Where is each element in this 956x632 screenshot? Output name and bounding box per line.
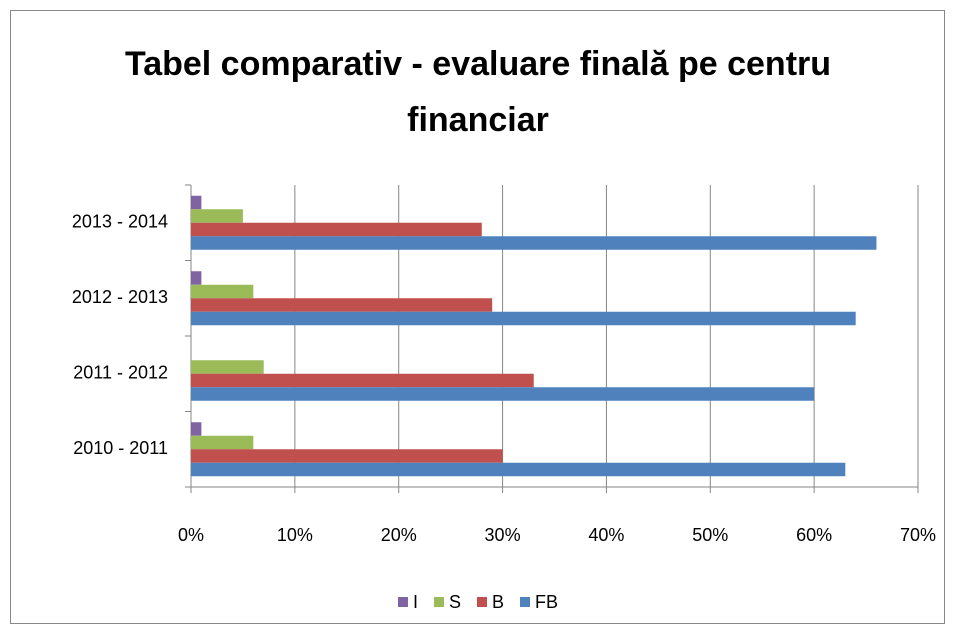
bar (191, 435, 254, 450)
x-tick-label: 20% (381, 525, 417, 545)
legend-swatch (477, 597, 487, 607)
legend-label: FB (535, 592, 558, 612)
bar (191, 209, 243, 223)
x-tick-label: 70% (900, 525, 936, 545)
bar (191, 195, 202, 210)
legend-label: S (449, 592, 461, 612)
legend-swatch (433, 597, 444, 607)
legend-label: I (413, 592, 418, 612)
x-tick-label: 0% (178, 525, 204, 545)
y-tick-label: 2013 - 2014 (72, 212, 168, 232)
bar (191, 387, 815, 401)
bar (191, 462, 846, 477)
x-tick-label: 30% (485, 525, 521, 545)
y-tick-label: 2011 - 2012 (73, 363, 168, 383)
bar (191, 236, 877, 250)
bar (191, 284, 254, 299)
bar (191, 222, 482, 237)
bar (191, 360, 264, 374)
x-tick-label: 40% (588, 525, 624, 545)
legend-swatch (520, 597, 531, 607)
x-tick-label: 50% (692, 525, 728, 545)
bar (191, 422, 202, 436)
bar (191, 311, 856, 326)
x-tick-label: 60% (796, 525, 832, 545)
bar (191, 298, 493, 312)
bar (191, 271, 202, 285)
bar (191, 373, 534, 388)
bar (191, 449, 503, 463)
legend-swatch (397, 597, 408, 607)
y-tick-label: 2012 - 2013 (72, 287, 168, 307)
x-tick-label: 10% (277, 525, 313, 545)
y-tick-label: 2010 - 2011 (73, 438, 168, 458)
chart-title: Tabel comparativ - evaluare finală pe ce… (124, 45, 832, 139)
legend-label: B (492, 592, 504, 612)
